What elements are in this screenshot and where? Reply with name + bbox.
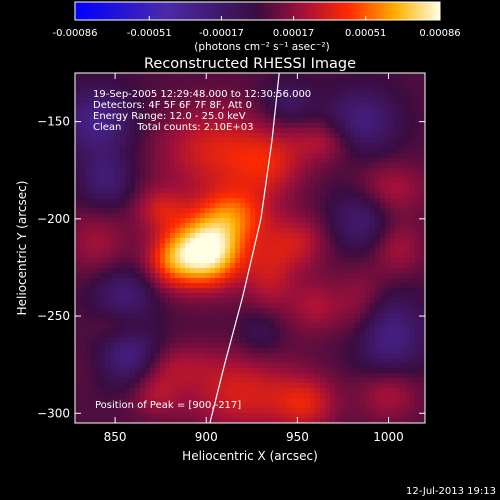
colorbar-tick-label: 0.00086 [419, 28, 460, 39]
colorbar-units-label: (photons cm⁻² s⁻¹ asec⁻²) [194, 41, 329, 53]
x-tick-label: 950 [286, 430, 309, 444]
colorbar-tick-label: -0.00086 [53, 28, 98, 39]
info-line-detectors: Detectors: 4F 5F 6F 7F 8F, Att 0 [93, 100, 252, 111]
colorbar-tick-label: 0.00051 [345, 28, 386, 39]
peak-position-label: Position of Peak = [900,-217] [95, 400, 241, 411]
x-tick-label: 900 [195, 430, 218, 444]
plot-area: 850 900 950 1000 −150 −200 −250 −300 19-Sep-200… [37, 72, 426, 444]
info-text-block: 19-Sep-2005 12:29:48.000 to 12:30:56.000… [93, 89, 311, 133]
colorbar-ticks: -0.00086 -0.00051 -0.00017 0.00017 0.00051 0.… [53, 16, 461, 39]
plot-frame [74, 72, 426, 424]
colorbar: -0.00086 -0.00051 -0.00017 0.00017 0.00051 0.… [53, 1, 461, 53]
heatmap-image [75, 73, 425, 423]
chart-title: Reconstructed RHESSI Image [144, 56, 356, 72]
solar-limb-line [209, 73, 280, 423]
colorbar-tick-label: -0.00017 [199, 28, 244, 39]
y-tick-label: −250 [37, 309, 70, 323]
colorbar-tick-label: -0.00051 [127, 28, 172, 39]
y-tick-label: −300 [37, 406, 70, 420]
y-tick-label: −150 [37, 115, 70, 129]
y-tick-label: −200 [37, 212, 70, 226]
axis-ticks: 850 900 950 1000 −150 −200 −250 −300 [37, 73, 425, 444]
footer-timestamp: 12-Jul-2013 19:13 [406, 486, 496, 497]
x-tick-label: 1000 [373, 430, 404, 444]
x-tick-label: 850 [104, 430, 127, 444]
info-line-counts: Clean Total counts: 2.10E+03 [93, 122, 253, 133]
info-line-energy: Energy Range: 12.0 - 25.0 keV [93, 111, 246, 122]
colorbar-gradient [74, 1, 441, 21]
x-axis-label: Heliocentric X (arcsec) [182, 449, 318, 463]
y-axis-label: Heliocentric Y (arcsec) [15, 181, 29, 316]
colorbar-tick-label: 0.00017 [273, 28, 314, 39]
info-line-time: 19-Sep-2005 12:29:48.000 to 12:30:56.000 [93, 89, 311, 100]
